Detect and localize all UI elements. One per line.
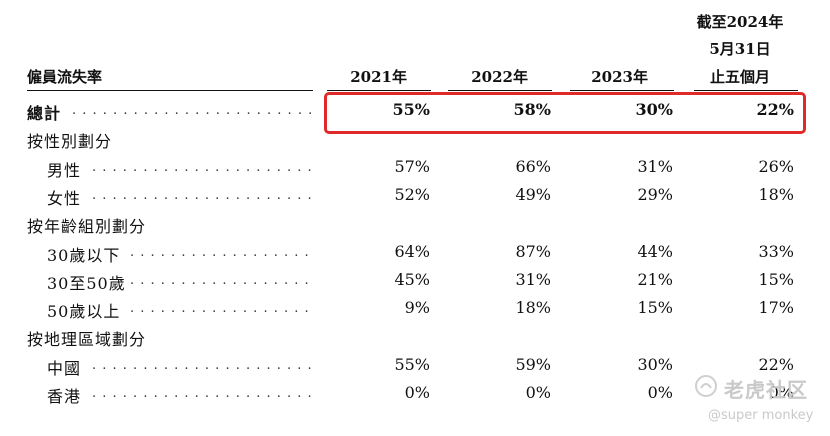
- row-female-2024: 18%: [758, 185, 794, 204]
- row-male-2021: 57%: [394, 157, 430, 176]
- row-age-30-50-leader: . . . . . . . . . . . . . . . . . . . . …: [130, 273, 312, 288]
- header-underline-2022: [448, 90, 552, 91]
- header-underline-2021: [327, 90, 431, 91]
- row-age-over50-leader: . . . . . . . . . . . . . . . . . . . . …: [130, 301, 312, 316]
- row-female-2021: 52%: [394, 185, 430, 204]
- header-col-2024-line2: 5月31日: [709, 40, 771, 58]
- row-total-2021: 55%: [392, 100, 430, 119]
- row-age-over50-2024: 17%: [758, 298, 794, 317]
- row-hongkong-leader: . . . . . . . . . . . . . . . . . . . . …: [92, 386, 312, 401]
- header-col-2024-line1: 截至2024年: [696, 13, 784, 31]
- row-china-leader: . . . . . . . . . . . . . . . . . . . . …: [92, 358, 312, 373]
- header-underline-2023: [570, 90, 674, 91]
- row-china-2024: 22%: [758, 355, 794, 374]
- row-age-over50-2023: 15%: [637, 298, 673, 317]
- row-female-2022: 49%: [515, 185, 551, 204]
- row-age-30-50-label: 30至50歲: [47, 274, 126, 293]
- watermark-logo-icon: [694, 374, 718, 398]
- header-col-2021: 2021年: [350, 68, 407, 86]
- row-age-under30-2021: 64%: [394, 242, 430, 261]
- row-female-2023: 29%: [637, 185, 673, 204]
- row-age-under30-2022: 87%: [515, 242, 551, 261]
- watermark-handle: @super monkey: [708, 408, 814, 423]
- header-col-2022: 2022年: [471, 68, 528, 86]
- header-col-2023: 2023年: [591, 68, 648, 86]
- row-total-2023: 30%: [635, 100, 673, 119]
- row-age-under30-2024: 33%: [758, 242, 794, 261]
- row-male-2023: 31%: [637, 157, 673, 176]
- row-age-under30-label: 30歲以下: [47, 246, 121, 265]
- section-by-region: 按地理區域劃分: [27, 330, 147, 349]
- row-age-30-50-2023: 21%: [637, 270, 673, 289]
- row-china-2021: 55%: [394, 355, 430, 374]
- row-china-2022: 59%: [515, 355, 551, 374]
- row-total-leader: . . . . . . . . . . . . . . . . . . . . …: [72, 103, 312, 118]
- row-china-label: 中國: [47, 359, 82, 378]
- row-age-30-50-2024: 15%: [758, 270, 794, 289]
- row-male-2024: 26%: [758, 157, 794, 176]
- section-by-gender: 按性別劃分: [27, 132, 113, 151]
- row-china-2023: 30%: [637, 355, 673, 374]
- row-age-over50-2022: 18%: [515, 298, 551, 317]
- header-col-2024-line3: 止五個月: [709, 68, 770, 86]
- row-total-2022: 58%: [513, 100, 551, 119]
- row-age-30-50-2021: 45%: [394, 270, 430, 289]
- row-hongkong-label: 香港: [47, 387, 82, 406]
- header-underline-2024: [694, 90, 798, 91]
- watermark-brand: 老虎社区: [724, 378, 808, 402]
- total-row-highlight-box: [324, 92, 806, 134]
- row-total-2024: 22%: [756, 100, 794, 119]
- row-male-label: 男性: [47, 161, 82, 180]
- row-male-2022: 66%: [515, 157, 551, 176]
- section-by-age: 按年齡組別劃分: [27, 217, 147, 236]
- header-row-title: 僱員流失率: [27, 68, 103, 86]
- row-total-label: 總計: [27, 104, 62, 123]
- row-female-label: 女性: [47, 189, 82, 208]
- row-age-over50-2021: 9%: [404, 298, 430, 317]
- row-hongkong-2024: 0%: [768, 383, 794, 402]
- row-age-30-50-2022: 31%: [515, 270, 551, 289]
- row-age-under30-2023: 44%: [637, 242, 673, 261]
- row-hongkong-2022: 0%: [525, 383, 551, 402]
- row-hongkong-2021: 0%: [404, 383, 430, 402]
- row-female-leader: . . . . . . . . . . . . . . . . . . . . …: [92, 188, 312, 203]
- row-age-over50-label: 50歲以上: [47, 302, 121, 321]
- row-male-leader: . . . . . . . . . . . . . . . . . . . . …: [92, 160, 312, 175]
- header-underline-left: [27, 90, 313, 91]
- row-age-under30-leader: . . . . . . . . . . . . . . . . . . . . …: [130, 245, 312, 260]
- row-hongkong-2023: 0%: [647, 383, 673, 402]
